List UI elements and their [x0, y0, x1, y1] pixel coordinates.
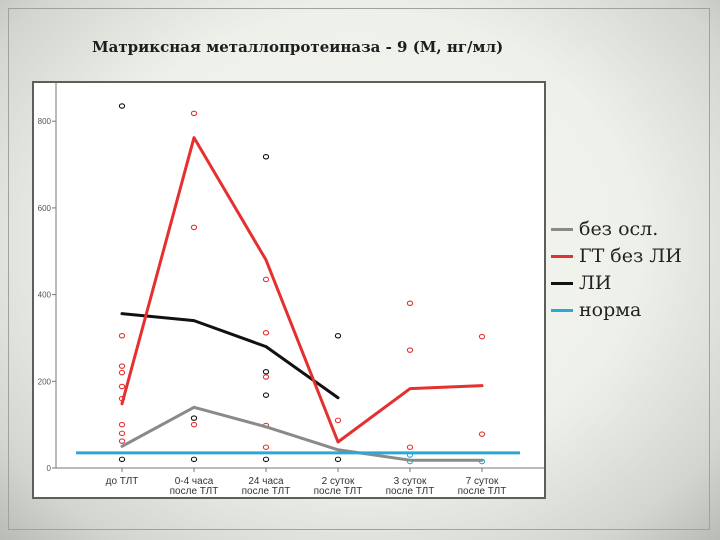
x-tick-label: до ТЛТ	[106, 476, 139, 487]
data-point	[190, 415, 198, 421]
chart-panel: 0 200 400 600 800 до ТЛТ 0-4 часа после ТЛТ 24 ч…	[32, 81, 546, 499]
data-point	[334, 456, 342, 463]
data-point	[118, 363, 126, 369]
data-point	[118, 430, 126, 437]
data-point	[262, 374, 270, 380]
x-tick-label: 2 суток	[322, 476, 355, 487]
series-line	[120, 405, 484, 462]
data-point	[118, 333, 126, 339]
legend-swatch	[551, 282, 573, 285]
x-tick-label-line2: после ТЛТ	[458, 486, 507, 497]
data-point	[190, 110, 198, 117]
legend-label: норма	[579, 299, 642, 321]
data-point	[478, 431, 486, 437]
legend-swatch	[551, 255, 573, 258]
legend-swatch	[551, 309, 573, 312]
data-point	[262, 276, 270, 283]
data-point	[262, 456, 270, 463]
data-point	[118, 369, 126, 376]
data-point	[118, 456, 126, 463]
data-point	[262, 392, 270, 398]
y-tick-label: 400	[38, 291, 52, 300]
legend-item: ГТ без ЛИ	[551, 243, 711, 270]
y-axis-area	[34, 83, 56, 497]
slide-frame	[8, 8, 710, 530]
x-tick-label-line2: после ТЛТ	[386, 486, 435, 497]
x-tick-label-line2: после ТЛТ	[170, 486, 219, 497]
data-point	[262, 444, 270, 450]
data-point	[262, 369, 270, 375]
x-tick-label: 7 суток	[466, 476, 499, 487]
data-point	[190, 421, 198, 428]
data-point	[334, 333, 342, 339]
data-point	[406, 444, 414, 450]
series-line	[120, 136, 484, 444]
data-point	[190, 456, 198, 463]
y-tick-label: 800	[38, 117, 52, 126]
legend-item: ЛИ	[551, 270, 711, 297]
data-point	[334, 417, 342, 424]
data-point	[262, 329, 270, 336]
x-tick-label-line2: после ТЛТ	[314, 486, 363, 497]
data-point	[118, 383, 126, 390]
y-tick-label: 0	[47, 464, 52, 473]
legend-label: ЛИ	[579, 272, 612, 294]
chart-title: Матриксная металлопротеиназа - 9 (М, нг/…	[92, 38, 504, 56]
data-point	[406, 300, 414, 307]
x-tick-label: 0-4 часа	[175, 476, 214, 487]
legend-label: без осл.	[579, 218, 659, 240]
data-point	[118, 438, 126, 444]
y-tick-label: 200	[38, 377, 52, 386]
x-tick-label: 3 суток	[394, 476, 427, 487]
legend-item: норма	[551, 297, 711, 324]
legend: без осл. ГТ без ЛИ ЛИ норма	[551, 216, 711, 324]
data-point	[118, 421, 126, 428]
plot-area	[56, 83, 544, 497]
data-point	[262, 153, 270, 160]
data-point	[190, 224, 198, 231]
x-tick-label: 24 часа	[248, 476, 284, 487]
y-tick-label: 600	[38, 204, 52, 213]
legend-item: без осл.	[551, 216, 711, 243]
data-point	[118, 103, 126, 109]
series-line	[120, 312, 340, 400]
data-point	[406, 347, 414, 353]
data-point	[478, 333, 486, 340]
legend-label: ГТ без ЛИ	[579, 245, 682, 267]
legend-swatch	[551, 228, 573, 231]
x-tick-label-line2: после ТЛТ	[242, 486, 291, 497]
